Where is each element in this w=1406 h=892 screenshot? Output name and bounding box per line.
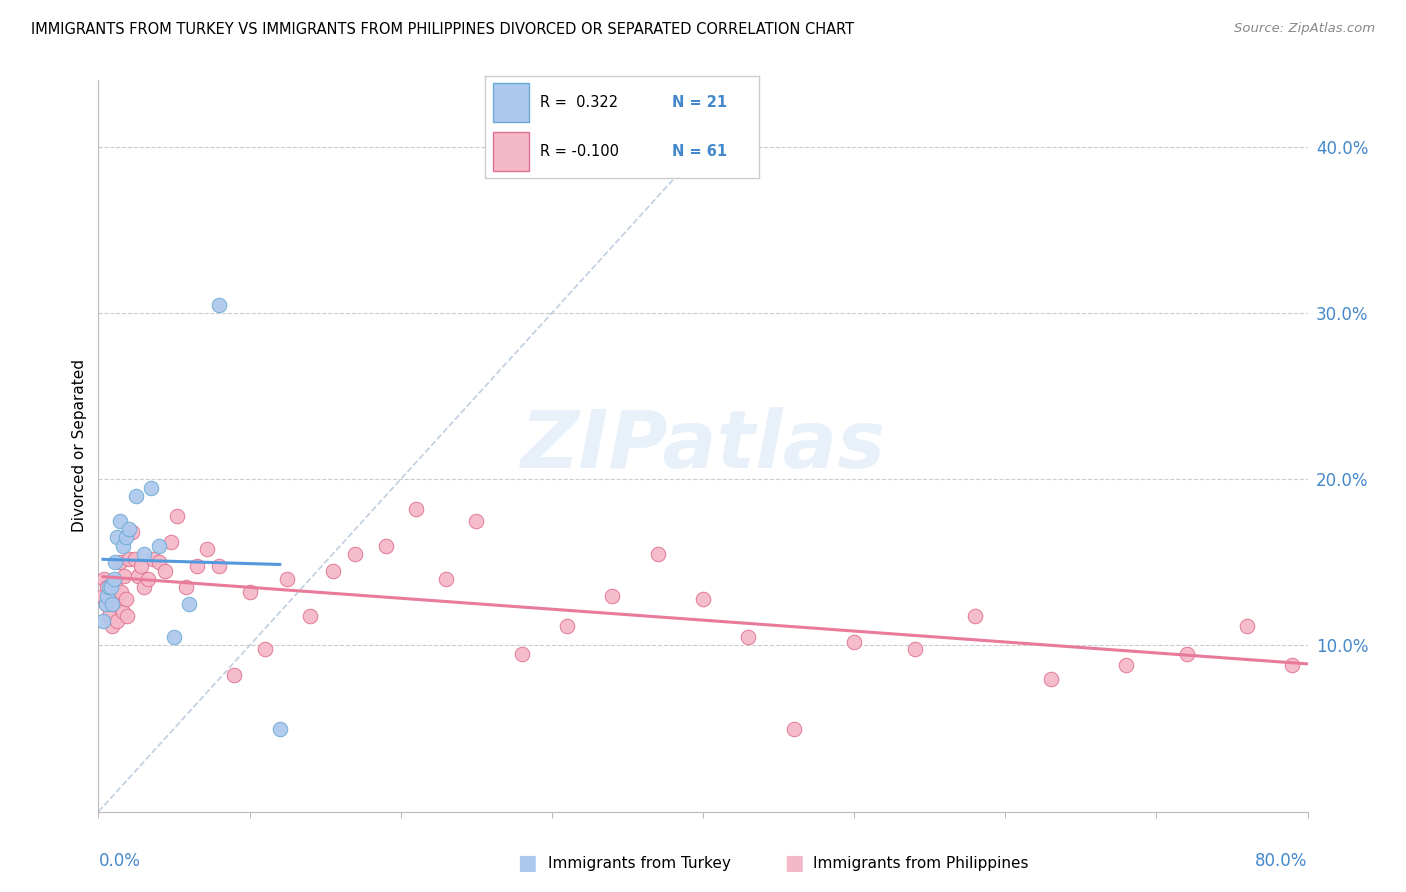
Point	[101, 597, 124, 611]
Point	[148, 539, 170, 553]
Point	[127, 568, 149, 582]
Point	[186, 558, 208, 573]
Point	[148, 555, 170, 569]
Point	[132, 580, 155, 594]
Point	[104, 575, 127, 590]
Point	[94, 597, 117, 611]
Point	[110, 585, 132, 599]
Point	[434, 572, 457, 586]
Point	[647, 547, 669, 561]
Point	[510, 647, 533, 661]
Point	[100, 580, 122, 594]
Point	[465, 514, 488, 528]
Point	[1039, 672, 1062, 686]
Point	[105, 614, 128, 628]
Text: ■: ■	[517, 854, 537, 873]
Point	[121, 525, 143, 540]
Point	[101, 618, 124, 632]
Point	[129, 558, 152, 573]
Point	[1341, 675, 1364, 690]
Point	[96, 589, 118, 603]
Point	[322, 564, 344, 578]
Point	[965, 608, 987, 623]
Point	[91, 589, 114, 603]
Point	[107, 589, 129, 603]
Point	[142, 552, 165, 566]
Point	[239, 585, 262, 599]
Point	[153, 564, 176, 578]
Text: Source: ZipAtlas.com: Source: ZipAtlas.com	[1234, 22, 1375, 36]
Point	[124, 552, 146, 566]
Point	[602, 589, 624, 603]
Point	[118, 522, 141, 536]
Point	[195, 542, 218, 557]
Y-axis label: Divorced or Separated: Divorced or Separated	[72, 359, 87, 533]
Bar	[494, 83, 529, 122]
Point	[103, 572, 125, 586]
Point	[253, 641, 276, 656]
Point	[555, 618, 578, 632]
Point	[269, 722, 291, 736]
Point	[160, 535, 183, 549]
Point	[132, 547, 155, 561]
Point	[98, 580, 121, 594]
Point	[96, 580, 118, 594]
Point	[208, 558, 231, 573]
Point	[208, 298, 231, 312]
Point	[125, 489, 148, 503]
Text: ZIPatlas: ZIPatlas	[520, 407, 886, 485]
Point	[737, 630, 759, 644]
Text: N = 61: N = 61	[672, 145, 727, 160]
Point	[103, 597, 125, 611]
Point	[94, 597, 117, 611]
Point	[1312, 668, 1334, 682]
Point	[118, 552, 141, 566]
Point	[224, 668, 246, 682]
Point	[112, 568, 135, 582]
Point	[93, 572, 115, 586]
Point	[111, 539, 134, 553]
Point	[108, 555, 131, 569]
Point	[1175, 647, 1198, 661]
Point	[276, 572, 298, 586]
Point	[166, 508, 188, 523]
Point	[405, 502, 427, 516]
Bar	[494, 132, 529, 171]
Text: Immigrants from Philippines: Immigrants from Philippines	[813, 856, 1028, 871]
Text: R = -0.100: R = -0.100	[540, 145, 619, 160]
Point	[104, 555, 127, 569]
Point	[98, 608, 121, 623]
Text: N = 21: N = 21	[672, 95, 727, 110]
Point	[1281, 658, 1303, 673]
Point	[904, 641, 927, 656]
Point	[114, 530, 136, 544]
Point	[91, 614, 114, 628]
Point	[344, 547, 367, 561]
Point	[100, 591, 122, 606]
Point	[1115, 658, 1137, 673]
Point	[299, 608, 322, 623]
Text: 80.0%: 80.0%	[1256, 852, 1308, 870]
Point	[163, 630, 186, 644]
Point	[114, 591, 136, 606]
Text: IMMIGRANTS FROM TURKEY VS IMMIGRANTS FROM PHILIPPINES DIVORCED OR SEPARATED CORR: IMMIGRANTS FROM TURKEY VS IMMIGRANTS FRO…	[31, 22, 853, 37]
Point	[179, 597, 201, 611]
Point	[1236, 618, 1258, 632]
Point	[105, 530, 128, 544]
Text: ■: ■	[785, 854, 804, 873]
Point	[141, 481, 163, 495]
Text: R =  0.322: R = 0.322	[540, 95, 619, 110]
Point	[136, 572, 159, 586]
Point	[783, 722, 806, 736]
Point	[844, 635, 866, 649]
Point	[692, 591, 714, 606]
Point	[115, 608, 138, 623]
Point	[174, 580, 197, 594]
Text: 0.0%: 0.0%	[98, 852, 141, 870]
Point	[111, 605, 134, 619]
Point	[374, 539, 396, 553]
Point	[108, 514, 131, 528]
Text: Immigrants from Turkey: Immigrants from Turkey	[548, 856, 731, 871]
